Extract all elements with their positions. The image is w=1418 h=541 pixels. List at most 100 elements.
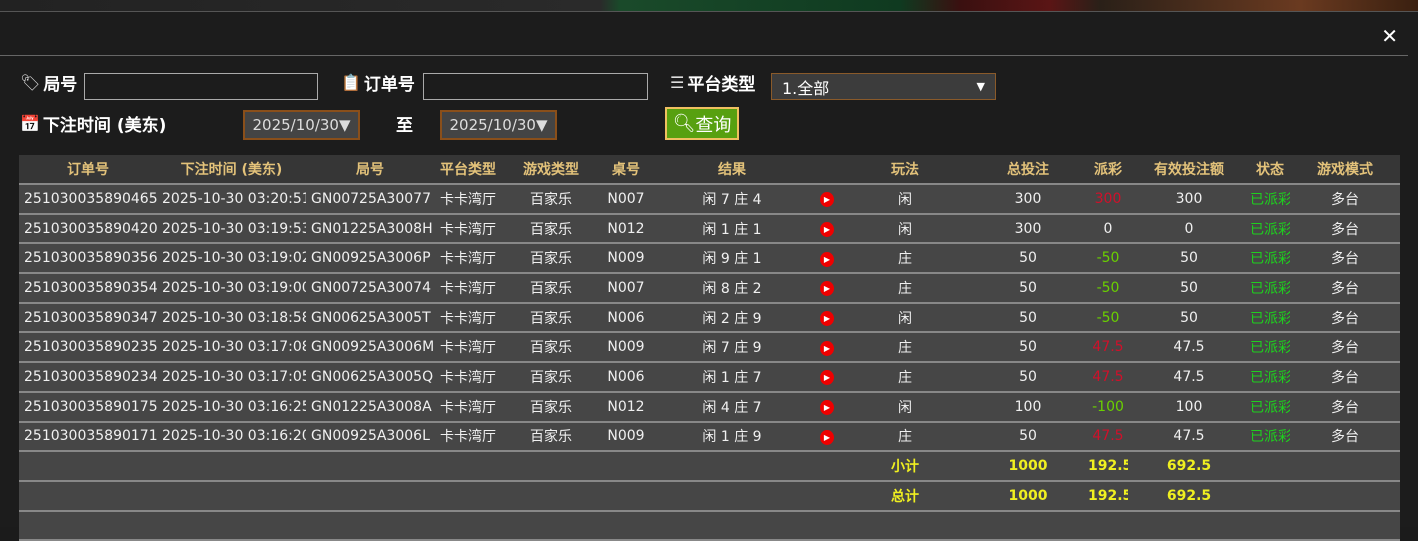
- table-row: 251030035890347 2025-10-30 03:18:58 GN0062…: [19, 302, 1400, 334]
- grand_total-total-bet: 1000: [968, 480, 1088, 512]
- replay-cell: ▶: [812, 421, 842, 453]
- table-no-cell: N007: [600, 273, 652, 304]
- order-label-text: 订单号: [363, 75, 415, 95]
- platform-label-text: 平台类型: [687, 75, 756, 95]
- empty-cell: [1250, 480, 1400, 512]
- play-replay-icon[interactable]: ▶: [820, 251, 834, 267]
- table-no-cell: N009: [600, 243, 652, 275]
- play-replay-icon[interactable]: ▶: [820, 281, 834, 297]
- round-id-cell: GN00725A30077: [306, 184, 434, 215]
- game-type-cell: 百家乐: [502, 243, 600, 275]
- game-type-cell: 百家乐: [502, 184, 600, 215]
- play-replay-icon[interactable]: ▶: [820, 370, 834, 386]
- close-button[interactable]: ✕: [1381, 24, 1398, 48]
- round-input[interactable]: [84, 73, 318, 100]
- game-type-cell: 百家乐: [502, 391, 600, 423]
- header-divider: [0, 55, 1408, 56]
- payout-cell: -50: [1088, 243, 1128, 275]
- result-cell: 闲 2 庄 9: [652, 302, 812, 334]
- round-id-cell: GN00625A3005Q: [306, 362, 434, 393]
- subtotal-valid-bet: 692.5: [1128, 451, 1250, 482]
- bet-side-cell: 闲: [842, 302, 968, 334]
- bet-side-cell: 庄: [842, 362, 968, 393]
- bet-table: 订单号 下注时间 (美东) 局号 平台类型 游戏类型 桌号 结果 玩法 总投注 派彩 有效投注额 状态…: [19, 155, 1400, 541]
- bet-side-cell: 庄: [842, 332, 968, 364]
- table-row: 251030035890420 2025-10-30 03:19:53 GN0122…: [19, 213, 1400, 245]
- platform-selected: 1.全部: [782, 78, 830, 98]
- bet-side-cell: 庄: [842, 243, 968, 275]
- valid-bet-cell: 50: [1128, 273, 1250, 304]
- result-cell: 闲 8 庄 2: [652, 273, 812, 304]
- payout-cell: 47.5: [1088, 362, 1128, 393]
- platform-label: ☰ 平台类型: [670, 70, 755, 95]
- to-label: 至: [396, 116, 413, 136]
- total-bet-cell: 50: [968, 243, 1088, 275]
- search-button[interactable]: 🔍︎ 查询: [665, 107, 739, 140]
- round-id-cell: GN00725A30074: [306, 273, 434, 304]
- order-id-cell: 251030035890465: [19, 184, 157, 215]
- round-id-cell: GN00625A3005T: [306, 302, 434, 334]
- table-row: 251030035890234 2025-10-30 03:17:05 GN0062…: [19, 362, 1400, 393]
- order-id-cell: 251030035890420: [19, 213, 157, 245]
- valid-bet-cell: 50: [1128, 302, 1250, 334]
- subtotal-total-bet: 1000: [968, 451, 1088, 482]
- replay-cell: ▶: [812, 213, 842, 245]
- platform-cell: 卡卡湾厅: [434, 421, 502, 453]
- play-replay-icon[interactable]: ▶: [820, 400, 834, 416]
- empty-cell: [1250, 451, 1400, 482]
- play-replay-icon[interactable]: ▶: [820, 192, 834, 208]
- game-type-cell: 百家乐: [502, 332, 600, 364]
- bet-time-cell: 2025-10-30 03:18:58: [157, 302, 306, 334]
- total-bet-cell: 50: [968, 302, 1088, 334]
- game-mode-cell: 多台: [1290, 302, 1400, 334]
- bet-time-cell: 2025-10-30 03:19:00: [157, 273, 306, 304]
- round-label-text: 局号: [43, 75, 78, 95]
- subtotal-row: 小计 1000 192.5 692.5: [19, 451, 1400, 482]
- result-cell: 闲 4 庄 7: [652, 391, 812, 423]
- table-no-cell: N007: [600, 184, 652, 215]
- play-replay-icon[interactable]: ▶: [820, 311, 834, 327]
- bet-time-cell: 2025-10-30 03:16:20: [157, 421, 306, 453]
- total-bet-cell: 50: [968, 273, 1088, 304]
- game-mode-cell: 多台: [1290, 362, 1400, 393]
- play-replay-icon[interactable]: ▶: [820, 340, 834, 356]
- payout-cell: 300: [1088, 184, 1128, 215]
- result-cell: 闲 1 庄 7: [652, 362, 812, 393]
- payout-cell: -100: [1088, 391, 1128, 423]
- play-replay-icon[interactable]: ▶: [820, 222, 834, 238]
- payout-cell: -50: [1088, 273, 1128, 304]
- bet-time-cell: 2025-10-30 03:17:08: [157, 332, 306, 364]
- platform-cell: 卡卡湾厅: [434, 273, 502, 304]
- time-label: 📅 下注时间 (美东): [20, 111, 166, 136]
- date-from-picker[interactable]: 2025/10/30▼: [243, 110, 360, 140]
- game-type-cell: 百家乐: [502, 362, 600, 393]
- platform-cell: 卡卡湾厅: [434, 391, 502, 423]
- background-game-strip: [0, 0, 1418, 11]
- replay-cell: ▶: [812, 302, 842, 334]
- order-id-cell: 251030035890175: [19, 391, 157, 423]
- play-replay-icon[interactable]: ▶: [820, 429, 834, 445]
- game-type-cell: 百家乐: [502, 273, 600, 304]
- valid-bet-cell: 50: [1128, 243, 1250, 275]
- result-cell: 闲 1 庄 1: [652, 213, 812, 245]
- payout-cell: -50: [1088, 302, 1128, 334]
- grand_total-valid-bet: 692.5: [1128, 480, 1250, 512]
- status-cell: 已派彩: [1250, 391, 1290, 423]
- replay-cell: ▶: [812, 332, 842, 364]
- empty-cell: [19, 451, 842, 482]
- column-header: 总投注: [968, 155, 1088, 185]
- tag-icon: 🏷: [20, 73, 41, 92]
- valid-bet-cell: 47.5: [1128, 421, 1250, 453]
- platform-select[interactable]: 1.全部 ▼: [771, 73, 996, 100]
- calendar-icon: 📅: [20, 114, 40, 133]
- grand_total-label: 总计: [842, 480, 968, 512]
- bet-time-cell: 2025-10-30 03:19:53: [157, 213, 306, 245]
- game-mode-cell: 多台: [1290, 184, 1400, 215]
- empty-cell: [19, 510, 1400, 541]
- table-row: 251030035890465 2025-10-30 03:20:51 GN0072…: [19, 184, 1400, 215]
- date-to-picker[interactable]: 2025/10/30▼: [440, 110, 557, 140]
- order-input[interactable]: [423, 73, 648, 100]
- status-cell: 已派彩: [1250, 213, 1290, 245]
- total-bet-cell: 100: [968, 391, 1088, 423]
- status-cell: 已派彩: [1250, 273, 1290, 304]
